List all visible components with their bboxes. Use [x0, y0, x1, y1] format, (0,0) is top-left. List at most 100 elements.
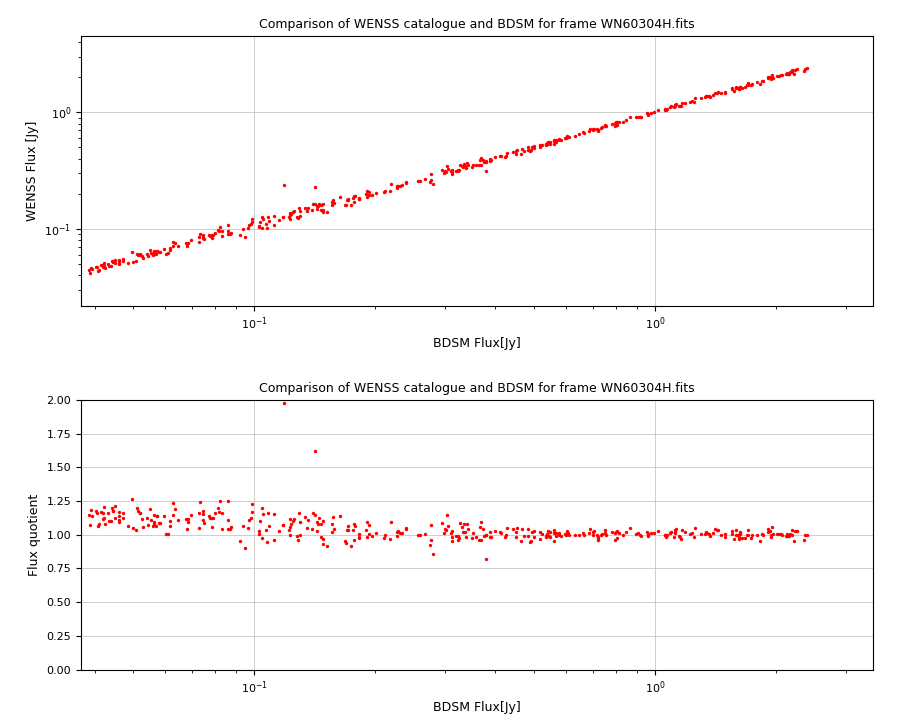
Point: [756, 75, 770, 86]
Point: [786, 524, 800, 536]
Point: [560, 132, 574, 143]
Point: [669, 100, 683, 112]
Point: [445, 166, 459, 178]
Point: [438, 525, 453, 536]
Point: [591, 534, 606, 545]
Point: [140, 519, 155, 531]
Point: [527, 531, 542, 542]
Point: [287, 206, 302, 217]
Point: [688, 522, 702, 534]
Point: [523, 536, 537, 548]
Point: [244, 513, 258, 524]
Point: [97, 501, 112, 513]
Point: [703, 531, 717, 542]
Point: [96, 513, 111, 525]
Point: [144, 514, 158, 526]
Point: [95, 507, 110, 518]
Point: [521, 144, 535, 156]
Point: [771, 71, 786, 82]
Point: [208, 508, 222, 519]
Point: [465, 159, 480, 171]
Point: [669, 527, 683, 539]
Point: [456, 518, 471, 530]
Point: [245, 213, 259, 225]
Point: [275, 520, 290, 531]
Point: [755, 528, 770, 540]
Point: [267, 535, 282, 546]
Point: [197, 233, 211, 245]
Point: [661, 529, 675, 541]
Point: [744, 532, 759, 544]
Point: [445, 535, 459, 546]
Point: [134, 513, 148, 524]
Point: [130, 502, 144, 513]
Point: [344, 199, 358, 211]
Point: [640, 108, 654, 120]
Point: [83, 519, 97, 531]
Point: [360, 516, 374, 528]
Point: [290, 530, 304, 541]
Point: [339, 194, 354, 206]
Point: [594, 122, 608, 134]
Point: [540, 531, 554, 542]
Point: [733, 526, 747, 538]
Point: [238, 542, 252, 554]
Point: [647, 106, 662, 117]
Point: [780, 68, 795, 80]
Y-axis label: Flux quotient: Flux quotient: [28, 494, 41, 576]
Point: [546, 134, 561, 145]
Point: [577, 529, 591, 541]
Point: [272, 215, 286, 226]
Point: [549, 136, 563, 148]
Point: [393, 180, 408, 192]
Point: [482, 156, 497, 167]
Point: [780, 68, 795, 80]
Point: [729, 81, 743, 93]
Point: [560, 131, 574, 143]
Point: [492, 526, 507, 538]
Point: [469, 159, 483, 171]
Point: [424, 174, 438, 185]
Point: [351, 194, 365, 205]
Point: [202, 513, 217, 524]
Point: [474, 516, 489, 528]
Point: [163, 521, 177, 532]
Point: [484, 155, 499, 166]
X-axis label: BDSM Flux[Jy]: BDSM Flux[Jy]: [433, 338, 521, 351]
Point: [761, 71, 776, 83]
Point: [158, 248, 173, 260]
Point: [543, 531, 557, 543]
Point: [706, 527, 720, 539]
Point: [509, 145, 524, 157]
Point: [261, 507, 275, 518]
Point: [444, 527, 458, 539]
Point: [301, 514, 315, 526]
Point: [282, 524, 296, 536]
Point: [140, 251, 155, 262]
Point: [424, 168, 438, 179]
Point: [256, 213, 271, 225]
Point: [147, 516, 161, 528]
Point: [101, 508, 115, 519]
Point: [498, 151, 512, 163]
Point: [623, 522, 637, 534]
Point: [714, 530, 728, 541]
Point: [147, 521, 161, 532]
Point: [394, 179, 409, 191]
Point: [193, 496, 207, 508]
Point: [163, 515, 177, 526]
Point: [104, 256, 119, 267]
Point: [509, 526, 524, 537]
Point: [149, 245, 164, 256]
Point: [112, 256, 126, 267]
Point: [456, 526, 471, 538]
Point: [91, 266, 105, 277]
Point: [262, 521, 276, 532]
Point: [598, 528, 613, 539]
Point: [221, 219, 236, 230]
Point: [236, 521, 250, 532]
Point: [314, 518, 328, 530]
Point: [623, 112, 637, 123]
Point: [629, 528, 643, 539]
Point: [244, 218, 258, 230]
